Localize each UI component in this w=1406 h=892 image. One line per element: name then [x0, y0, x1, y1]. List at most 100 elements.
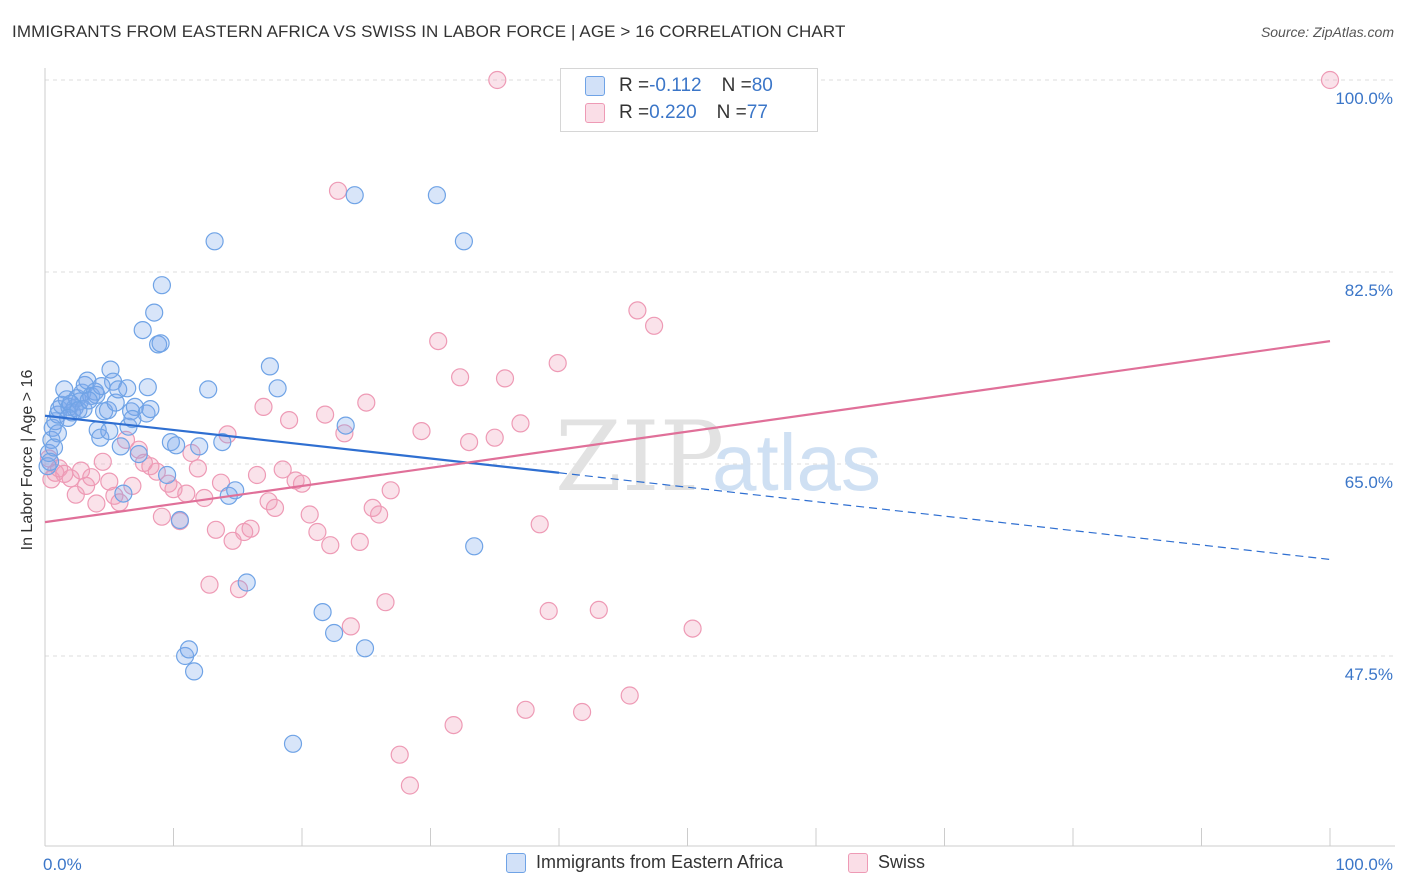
swiss-point [341, 617, 360, 636]
swiss-point [412, 422, 431, 441]
eastern-africa-point [260, 357, 279, 376]
swiss-point [49, 459, 69, 478]
eastern-africa-point [355, 639, 375, 658]
swiss-point [188, 459, 207, 478]
swiss-point [76, 476, 96, 495]
swiss-point [328, 181, 348, 200]
eastern-africa-point [185, 662, 204, 681]
eastern-africa-point [205, 232, 224, 251]
swiss-point [572, 702, 592, 722]
eastern-africa-point [133, 321, 152, 340]
swiss-point [381, 481, 400, 500]
eastern-africa-point [145, 303, 164, 322]
swiss-point [530, 515, 549, 534]
swiss-point [376, 593, 395, 612]
watermark-zip: ZIP [555, 401, 724, 513]
swiss-point [620, 686, 639, 705]
axes [44, 68, 1395, 847]
bottom-legend-pink: Swiss [848, 852, 925, 873]
swiss-point [516, 700, 535, 719]
eastern-africa-point [158, 465, 177, 485]
eastern-africa-point [100, 422, 119, 441]
watermark: ZIP atlas [555, 401, 881, 513]
swiss-point [82, 468, 101, 487]
swiss-point [177, 484, 196, 503]
swiss-point [292, 474, 312, 493]
legend-r-value: -0.112 [649, 75, 702, 96]
swiss-point [370, 505, 389, 524]
swiss-point [87, 494, 106, 513]
swiss-point [100, 472, 119, 491]
swiss-point [335, 424, 354, 443]
eastern-africa-point [345, 186, 364, 205]
swiss-point [589, 600, 608, 620]
swiss-points [39, 70, 1340, 795]
swiss-point [390, 745, 409, 764]
swiss-point [429, 332, 448, 351]
swiss-point [1320, 70, 1340, 90]
eastern-africa-point [118, 379, 137, 398]
eastern-africa-point [325, 623, 344, 643]
legend-n-label: N = [716, 102, 747, 123]
eastern-africa-point [123, 409, 142, 429]
swiss-point [357, 393, 376, 412]
eastern-africa-point [170, 510, 189, 530]
chart-source: Source: ZipAtlas.com [1260, 24, 1394, 40]
eastern-africa-point [237, 573, 256, 592]
eastern-africa-trend-line [44, 414, 560, 474]
swiss-point [539, 601, 558, 621]
eastern-africa-point [268, 379, 287, 398]
legend-row-blue: R = -0.112 N = 80 [585, 75, 773, 97]
swiss-point [400, 776, 419, 795]
bottom-legend-blue: Immigrants from Eastern Africa [506, 852, 783, 873]
chart-title: IMMIGRANTS FROM EASTERN AFRICA VS SWISS … [12, 22, 846, 41]
eastern-africa-point [199, 380, 218, 399]
eastern-africa-point [427, 186, 446, 205]
swiss-point [488, 70, 507, 90]
eastern-africa-point [48, 424, 68, 443]
eastern-africa-point [79, 391, 98, 410]
eastern-africa-point [98, 401, 118, 420]
swiss-point [451, 368, 470, 387]
swiss-point [316, 405, 335, 424]
legend-row-pink: R = 0.220 N = 77 [585, 102, 768, 124]
x-tick-label: 0.0% [43, 855, 82, 874]
eastern-africa-point [91, 428, 110, 447]
swiss-point [280, 411, 299, 430]
tick-labels: 100.0% 82.5% 65.0% 47.5% 0.0% 100.0% [43, 89, 1393, 874]
swiss-point [61, 469, 80, 488]
swiss-point [628, 301, 647, 320]
swiss-point [511, 414, 530, 433]
eastern-africa-point [313, 602, 332, 622]
eastern-africa-point [152, 276, 171, 295]
eastern-africa-point [151, 334, 170, 353]
eastern-africa-point [179, 640, 198, 659]
swiss-point [548, 354, 567, 373]
swiss-point [265, 498, 285, 517]
eastern-africa-point [106, 393, 125, 412]
eastern-africa-point [454, 232, 473, 251]
swiss-point [241, 519, 260, 538]
swiss-point [495, 369, 515, 388]
bottom-legend-swatch-blue [506, 852, 526, 873]
eastern-africa-point [213, 433, 232, 452]
swiss-point [254, 397, 273, 416]
swiss-point [485, 428, 504, 447]
legend-r-label: R = [619, 102, 650, 123]
swiss-point [273, 460, 292, 479]
swiss-point [147, 462, 166, 481]
bottom-legend-swatch-pink [848, 852, 868, 873]
eastern-africa-point [111, 437, 130, 456]
eastern-africa-point [167, 436, 186, 455]
eastern-africa-point [129, 445, 148, 464]
eastern-africa-point [141, 400, 160, 419]
eastern-africa-point [336, 416, 355, 435]
x-tick-label: 100.0% [1335, 855, 1393, 874]
swiss-point [363, 498, 382, 517]
bottom-legend-label-pink: Swiss [878, 852, 926, 872]
swiss-point [200, 575, 219, 594]
swiss-point [683, 619, 702, 638]
swiss-point [259, 492, 278, 511]
swiss-point [300, 505, 319, 524]
